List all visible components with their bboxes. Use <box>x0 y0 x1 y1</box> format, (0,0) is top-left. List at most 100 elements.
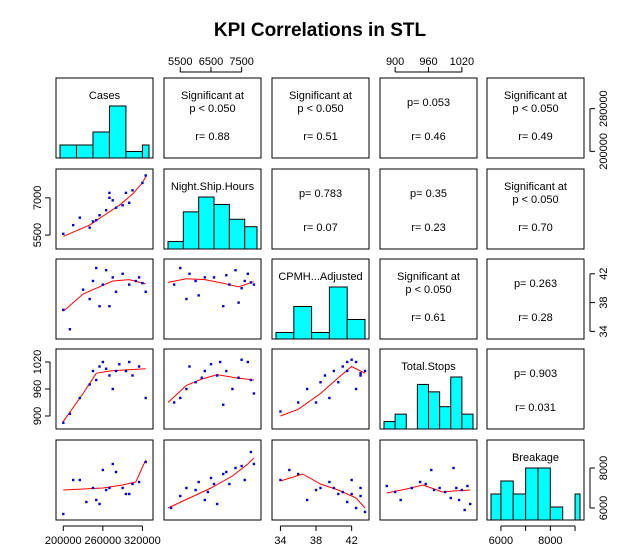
scatter-point <box>350 478 353 482</box>
histogram-bar <box>500 480 514 521</box>
scatter-point <box>78 478 81 482</box>
tick-label: 260000 <box>84 535 121 547</box>
p-value-label: p= 0.35 <box>410 188 447 200</box>
scatter-point <box>209 476 213 480</box>
histogram-bar <box>244 226 258 250</box>
scatter-point <box>62 308 65 311</box>
p-value-label: Significant at <box>181 90 244 102</box>
r-value-label: r= 0.28 <box>518 312 553 324</box>
tick-label: 38 <box>598 296 610 308</box>
histogram-bar <box>394 413 407 430</box>
histogram-bar <box>59 144 77 159</box>
scatter-point <box>131 189 134 192</box>
panel-frame-r0-c1 <box>163 77 262 159</box>
scatter-point <box>98 305 101 308</box>
variable-label: Total.Stops <box>401 361 456 373</box>
scatter-point <box>215 502 219 506</box>
scatter-point <box>111 199 114 202</box>
panel-frame-r4-c3 <box>379 439 478 521</box>
scatter-point <box>350 358 353 361</box>
scatter-point <box>114 369 118 373</box>
tick-label: 960 <box>419 56 437 68</box>
smooth-line <box>63 459 147 491</box>
panel-frame-r0-c3 <box>379 77 478 159</box>
scatter-point <box>457 498 461 502</box>
scatter-point <box>172 401 176 404</box>
p-value-label: p < 0.050 <box>512 194 558 206</box>
scatter-point <box>169 506 173 510</box>
panel-frame-r3-c0 <box>55 348 154 430</box>
scatter-point <box>118 363 121 366</box>
scatter-point <box>203 498 207 502</box>
scatter-point <box>452 466 455 470</box>
scatter-point <box>101 283 105 286</box>
scatter-point <box>185 486 188 490</box>
histogram-bar <box>167 241 184 250</box>
scatter-point <box>91 369 95 373</box>
p-value-label: Significant at <box>289 90 352 102</box>
histogram-bar <box>490 493 502 521</box>
scatter-point <box>179 494 182 498</box>
scatter-point <box>114 470 118 474</box>
histogram-bar <box>461 413 474 430</box>
panel-frame-r4-c2 <box>271 439 370 521</box>
panel-frame-r1-c4 <box>486 168 585 250</box>
scatter-point <box>62 232 65 236</box>
scatter-point <box>95 218 98 222</box>
scatter-point <box>128 360 131 364</box>
scatter-point <box>114 290 118 293</box>
scatter-point <box>337 381 340 384</box>
scatter-point <box>91 220 95 223</box>
scatter-point <box>279 478 282 482</box>
scatter-point <box>234 466 237 470</box>
r-value-label: r= 0.031 <box>515 402 556 414</box>
scatter-point <box>194 488 197 492</box>
panel-frame-r2-c1 <box>163 258 262 340</box>
tick-label: 38 <box>310 535 322 547</box>
scatter-point <box>240 464 243 468</box>
p-value-label: p < 0.050 <box>405 284 451 296</box>
variable-label: Breakage <box>512 452 559 464</box>
smooth-line <box>63 176 147 237</box>
scatter-point <box>314 401 318 404</box>
scatter-point <box>252 462 256 466</box>
variable-label: CPMH...Adjusted <box>278 271 362 283</box>
scatter-point <box>197 480 200 484</box>
scatter-point <box>346 360 349 364</box>
tick-label: 8000 <box>598 456 610 480</box>
scatter-point <box>469 502 472 506</box>
panel-frame-r4-c1 <box>163 439 262 521</box>
r-value-label: r= 0.61 <box>411 312 446 324</box>
p-value-label: p < 0.050 <box>189 103 235 115</box>
p-value-label: Significant at <box>504 90 567 102</box>
tick-label: 960 <box>32 380 44 398</box>
tick-label: 280000 <box>598 90 610 127</box>
scatter-point <box>209 363 213 366</box>
scatter-point <box>385 484 388 488</box>
histogram-bar <box>275 332 295 340</box>
r-value-label: r= 0.46 <box>411 131 446 143</box>
smooth-line <box>167 278 255 288</box>
panel-frame-r3-c1 <box>163 348 262 430</box>
scatter-point <box>341 490 344 494</box>
scatter-point <box>111 387 114 391</box>
scatter-point <box>95 266 98 270</box>
histogram-bar <box>213 203 230 250</box>
scatter-point <box>215 374 219 377</box>
histogram-bar <box>383 421 396 430</box>
scatter-point <box>185 387 188 391</box>
tick-label: 5500 <box>168 56 192 68</box>
scatter-point <box>62 512 65 516</box>
scatter-point <box>88 383 91 386</box>
scatter-point <box>68 412 72 415</box>
scatter-point <box>288 468 291 472</box>
scatter-point <box>463 508 466 512</box>
panel-frame-r1-c3 <box>379 168 478 250</box>
scatter-point <box>111 462 114 466</box>
scatter-point <box>131 482 134 486</box>
scatter-point <box>91 486 95 490</box>
scatter-point <box>323 374 327 377</box>
scatter-point <box>141 281 144 285</box>
histogram-bar <box>549 506 564 521</box>
tick-label: 900 <box>32 407 44 425</box>
